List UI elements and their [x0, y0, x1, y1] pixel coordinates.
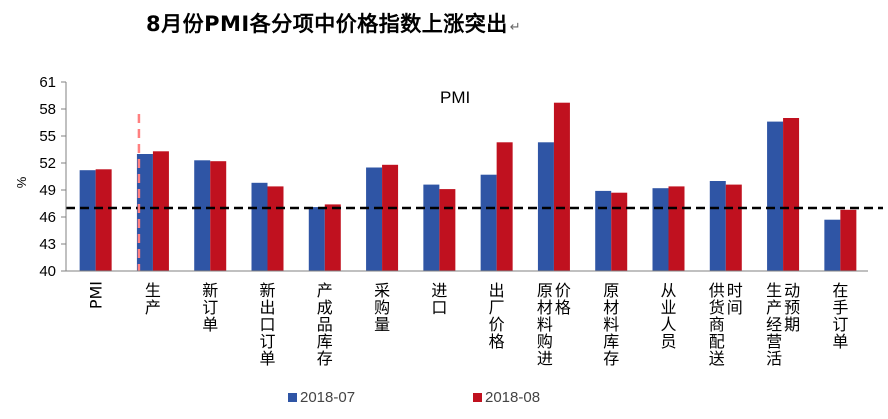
axes [61, 81, 868, 272]
bar-2018-07-11 [709, 181, 726, 271]
category-label-11: 时间 [727, 281, 743, 317]
category-label-8: 价格 [555, 281, 571, 317]
bar-2018-07-8 [537, 142, 554, 271]
category-label-4: 产成品库存 [317, 281, 333, 368]
category-label-11: 供货商配送 [709, 281, 725, 368]
category-label-5: 采购量 [374, 281, 390, 334]
category-label-12: 动预期 [784, 281, 800, 334]
bar-2018-08-6 [439, 189, 456, 271]
bar-2018-08-10 [668, 186, 685, 271]
bar-2018-08-7 [496, 142, 513, 271]
legend: 2018-07 2018-08 [288, 389, 540, 406]
category-label-0: PMI [87, 281, 106, 309]
reference-lines [66, 114, 883, 271]
bar-2018-07-3 [251, 182, 268, 271]
y-tick-label: 46 [39, 209, 56, 226]
y-axis-label: % [14, 176, 29, 188]
y-tick-label: 58 [39, 101, 56, 118]
bar-2018-08-2 [210, 161, 227, 271]
category-label-2: 新订单 [202, 281, 218, 334]
bar-2018-07-6 [423, 184, 440, 271]
legend-swatch-2018-07 [288, 393, 297, 402]
bar-2018-07-1 [136, 154, 153, 271]
category-label-8: 原材料购进 [537, 281, 553, 368]
category-label-7: 出厂价格 [489, 281, 505, 351]
bar-2018-07-10 [652, 188, 669, 271]
chart-title: 8月份PMI各分项中价格指数上涨突出 ↵ [146, 8, 521, 38]
bar-2018-07-9 [595, 190, 612, 271]
bar-2018-08-5 [382, 164, 399, 271]
bar-2018-07-12 [767, 121, 784, 271]
category-label-12: 生产经营活 [766, 281, 782, 368]
y-tick-label: 49 [39, 182, 56, 199]
category-label-13: 在手订单 [832, 281, 848, 351]
category-label-10: 从业人员 [660, 281, 676, 351]
bar-2018-07-13 [824, 219, 841, 271]
bar-2018-08-0 [95, 169, 112, 271]
y-tick-labels: 40 43 46 49 52 55 58 61 [39, 74, 56, 280]
legend-swatch-2018-08 [473, 393, 482, 402]
bar-2018-08-9 [611, 192, 628, 271]
y-tick-label: 52 [39, 155, 56, 172]
y-tick-label: 61 [39, 74, 56, 91]
bar-2018-08-8 [553, 102, 570, 271]
bar-2018-07-4 [308, 207, 325, 271]
y-tick-label: 40 [39, 263, 56, 280]
bar-2018-08-12 [783, 118, 800, 271]
bar-2018-08-4 [324, 204, 341, 271]
category-label-9: 原材料库存 [603, 281, 619, 368]
category-label-1: 生产 [145, 281, 161, 317]
legend-label-2018-08: 2018-08 [485, 389, 540, 406]
y-tick-label: 55 [39, 128, 56, 145]
y-tick-label: 43 [39, 236, 56, 253]
return-mark: ↵ [509, 20, 522, 35]
bar-2018-07-7 [480, 174, 497, 271]
bar-2018-07-5 [366, 167, 383, 271]
category-label-6: 进口 [431, 281, 447, 317]
bar-2018-08-1 [152, 151, 169, 271]
category-label-3: 新出口订单 [259, 281, 275, 368]
bar-2018-07-0 [79, 170, 96, 271]
legend-label-2018-07: 2018-07 [300, 389, 355, 406]
pmi-annotation: PMI [440, 88, 470, 107]
bar-2018-08-13 [840, 209, 857, 271]
bar-2018-08-3 [267, 186, 284, 271]
bars [79, 102, 857, 271]
chart-title-text: 8月份PMI各分项中价格指数上涨突出 [146, 12, 508, 36]
bar-2018-08-11 [725, 184, 742, 271]
bar-2018-07-2 [194, 160, 211, 271]
